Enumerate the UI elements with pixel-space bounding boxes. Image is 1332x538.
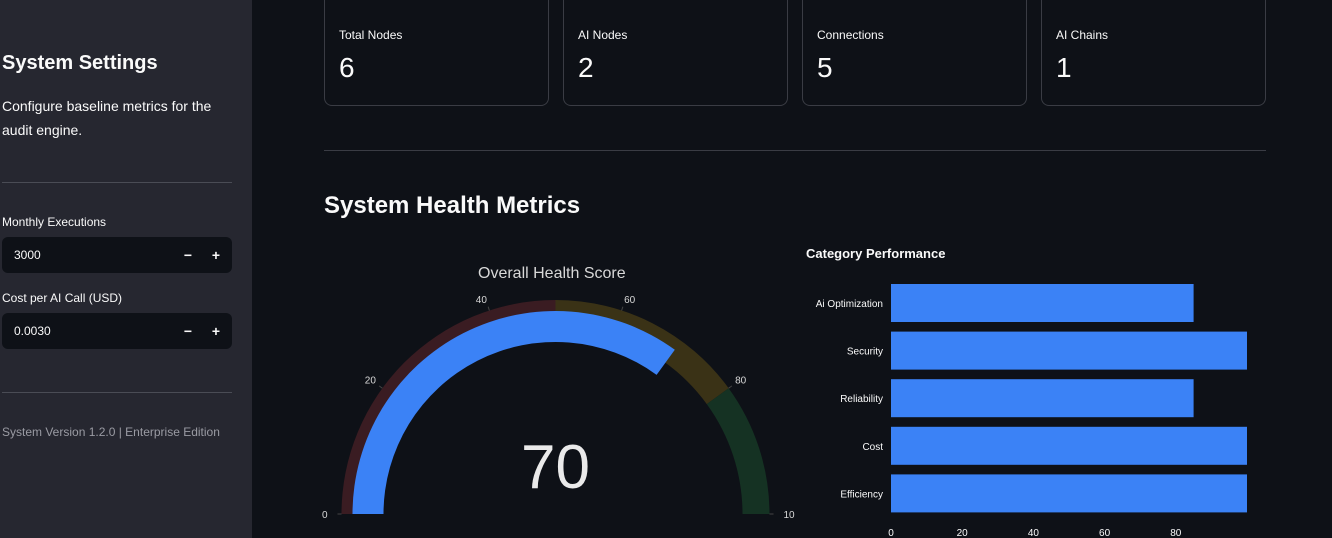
metric-value: 1 (1056, 52, 1072, 83)
bar-cost (891, 426, 1247, 465)
x-tick-label: 0 (888, 528, 894, 538)
sidebar-title: System Settings (2, 52, 158, 74)
bar-ai-optimization (891, 284, 1194, 322)
gauge-tick-label: 0 (322, 510, 328, 521)
cost-per-ai-call-value[interactable]: 0.0030 (14, 324, 51, 338)
sidebar-description: Configure baseline metrics for the audit… (2, 98, 212, 138)
sidebar-divider (2, 392, 232, 393)
gauge-band-2 (706, 388, 770, 514)
bar-reliability (891, 379, 1194, 418)
metric-card-ai-nodes: AI Nodes 2 (563, 0, 788, 106)
sidebar-divider (2, 182, 232, 183)
bar-category-label: Efficiency (840, 489, 883, 500)
metric-label: Connections (817, 28, 884, 42)
gauge-tick-label: 60 (624, 295, 636, 306)
metric-value: 5 (817, 52, 833, 83)
gauge-value-bar (352, 311, 675, 514)
bar-category-label: Reliability (840, 394, 883, 405)
monthly-executions-label: Monthly Executions (2, 215, 107, 229)
bar-security (891, 331, 1247, 370)
monthly-executions-input[interactable]: 3000 − + (2, 237, 232, 273)
metric-label: AI Nodes (578, 28, 628, 42)
gauge-tick-label: 80 (735, 376, 747, 387)
cost-per-ai-call-label: Cost per AI Call (USD) (2, 291, 123, 305)
x-tick-label: 80 (1170, 528, 1182, 538)
cost-per-ai-call-decrement-button[interactable]: − (183, 323, 193, 339)
metric-card-ai-chains: AI Chains 1 (1041, 0, 1266, 106)
bar-category-label: Ai Optimization (816, 299, 883, 310)
x-tick-label: 20 (957, 528, 969, 538)
gauge-tick-label: 20 (365, 376, 377, 387)
metric-card-connections: Connections 5 (802, 0, 1027, 106)
gauge-tick-label: 40 (476, 295, 488, 306)
cost-per-ai-call-increment-button[interactable]: + (211, 323, 221, 339)
gauge-tick-label: 10 (784, 510, 796, 521)
bar-efficiency (891, 474, 1247, 513)
gauge-tick (487, 306, 490, 311)
monthly-executions-increment-button[interactable]: + (211, 247, 221, 263)
section-divider (324, 150, 1266, 151)
gauge-tick (621, 306, 624, 311)
health-gauge: 0 20 40 60 80 10 70 (322, 295, 796, 521)
metric-label: Total Nodes (339, 28, 403, 42)
metric-value: 2 (578, 52, 594, 83)
version-footer: System Version 1.2.0 | Enterprise Editio… (2, 425, 220, 439)
gauge-tick (728, 385, 733, 389)
x-tick-label: 60 (1099, 528, 1111, 538)
cost-per-ai-call-input[interactable]: 0.0030 − + (2, 313, 232, 349)
gauge-tick (378, 385, 383, 389)
metric-label: AI Chains (1056, 28, 1109, 42)
metric-card-total-nodes: Total Nodes 6 (324, 0, 549, 106)
monthly-executions-decrement-button[interactable]: − (183, 247, 193, 263)
bar-chart-title: Category Performance (806, 246, 946, 261)
x-tick-label: 40 (1028, 528, 1040, 538)
bar-category-label: Security (847, 347, 883, 358)
category-bar-chart: Ai Optimization Security Reliability Cost Ef… (816, 284, 1247, 538)
gauge-title: Overall Health Score (478, 265, 626, 282)
section-title: System Health Metrics (324, 192, 581, 219)
metric-value: 6 (339, 52, 355, 83)
sidebar: System Settings Configure baseline metri… (0, 0, 252, 538)
bar-category-label: Cost (862, 442, 883, 453)
gauge-value-label: 70 (521, 433, 590, 502)
monthly-executions-value[interactable]: 3000 (14, 248, 41, 262)
